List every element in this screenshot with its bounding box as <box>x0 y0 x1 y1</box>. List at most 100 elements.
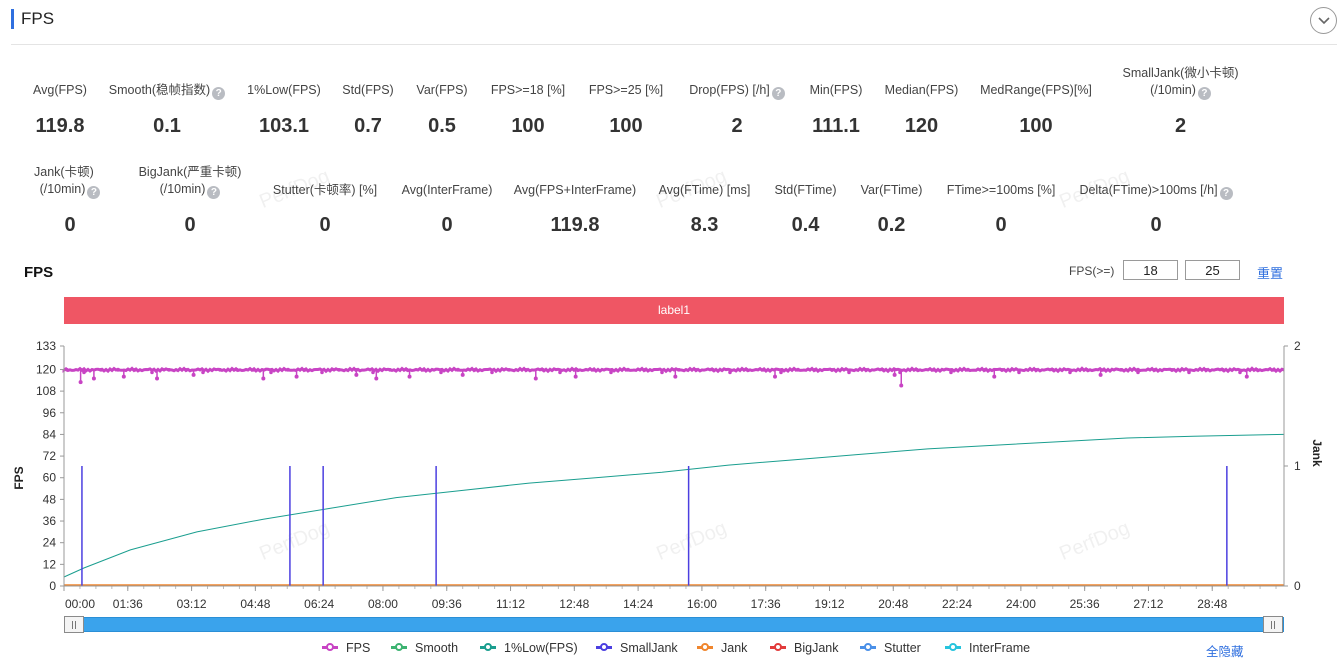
collapse-button[interactable] <box>1310 7 1337 34</box>
metric-label: FPS>=25 [%] <box>588 83 664 97</box>
metric-label: Jank(卡顿) <box>34 165 94 179</box>
slider-handle-left[interactable] <box>64 616 84 633</box>
y-tick-label: 108 <box>36 384 56 398</box>
legend-label: BigJank <box>794 641 839 655</box>
fps-dip-point <box>121 374 126 379</box>
fps-dip-point <box>1244 374 1249 379</box>
y2-tick-label: 0 <box>1294 579 1301 593</box>
metric-avg-interframe: Avg(InterFrame) 0 <box>396 182 498 236</box>
x-tick-label: 20:48 <box>878 597 908 611</box>
metric-value: 119.8 <box>35 115 85 137</box>
metric-value: 0.7 <box>354 115 382 137</box>
metric-label: Var(FTime) <box>860 183 923 197</box>
legend-item-1pct-low[interactable]: 1%Low(FPS) <box>480 641 578 657</box>
metric-value: 0 <box>1150 214 1162 236</box>
label-bar[interactable]: label1 <box>64 297 1284 324</box>
metric-value: 0.4 <box>791 214 820 236</box>
time-range-slider[interactable] <box>64 617 1284 632</box>
y-tick-label: 133 <box>36 339 56 353</box>
y-tick-label: 84 <box>43 427 57 441</box>
fps-point <box>1085 368 1089 372</box>
metric-std-fps: Std(FPS) 0.7 <box>333 82 403 137</box>
metric-value: 100 <box>511 115 545 137</box>
x-tick-label: 00:00 <box>65 597 95 611</box>
fps-point <box>796 368 800 372</box>
metric-value: 2 <box>1174 115 1187 137</box>
x-tick-label: 11:12 <box>496 597 525 611</box>
legend-item-smooth[interactable]: Smooth <box>391 641 458 657</box>
fps-point <box>609 370 613 375</box>
help-icon[interactable]: ? <box>1219 187 1233 200</box>
metric-avg-fps: Avg(FPS) 119.8 <box>20 82 100 137</box>
fps-dip-point <box>673 374 678 379</box>
metric-label-unit: (/10min) <box>159 182 206 196</box>
chevron-down-icon <box>1318 17 1330 25</box>
fps-point <box>167 368 171 372</box>
legend-label: Stutter <box>884 641 921 655</box>
slider-handle-right[interactable] <box>1263 616 1283 633</box>
fps-dip-point <box>899 383 904 388</box>
fps-point <box>541 368 545 372</box>
fps-point <box>456 368 460 372</box>
fps-point <box>184 368 188 372</box>
legend-swatch <box>945 643 961 652</box>
legend-item-jank[interactable]: Jank <box>697 641 747 657</box>
y-tick-label: 48 <box>43 492 57 506</box>
legend-item-stutter[interactable]: Stutter <box>860 641 921 657</box>
metric-smooth: Smooth(稳帧指数)? 0.1 <box>105 82 229 137</box>
help-icon[interactable]: ? <box>1197 87 1211 100</box>
fps-dip-point <box>573 374 578 379</box>
legend-item-big-jank[interactable]: BigJank <box>770 641 838 657</box>
fps-point <box>150 370 154 375</box>
metric-value: 2 <box>731 115 743 137</box>
y-tick-label: 60 <box>43 471 57 485</box>
metric-value: 0 <box>184 214 196 236</box>
legend-item-interframe[interactable]: InterFrame <box>945 641 1030 657</box>
fps-point <box>235 368 239 372</box>
metric-value: 8.3 <box>690 214 719 236</box>
reset-button[interactable]: 重置 <box>1257 266 1284 281</box>
fps-point <box>660 370 664 375</box>
legend-item-fps[interactable]: FPS <box>322 641 370 657</box>
header-accent-bar <box>11 9 14 29</box>
fps-point <box>592 368 596 372</box>
metric-fps-ge-25: FPS>=25 [%] 100 <box>582 82 670 137</box>
fps-dip-point <box>191 372 196 377</box>
legend-swatch <box>480 643 496 652</box>
fps-point <box>1272 368 1276 372</box>
metric-label: SmallJank(微小卡顿) <box>1122 66 1239 80</box>
help-icon[interactable]: ? <box>87 186 101 199</box>
legend-swatch <box>322 643 338 652</box>
watermark: PerfDog <box>1056 517 1133 565</box>
metric-label: 1%Low(FPS) <box>247 83 321 97</box>
watermark: PerfDog <box>256 517 333 565</box>
metric-var-fps: Var(FPS) 0.5 <box>407 82 477 137</box>
help-icon[interactable]: ? <box>771 87 785 100</box>
help-icon[interactable]: ? <box>212 87 226 100</box>
fps-point <box>320 370 324 375</box>
hide-all-button[interactable]: 全隐藏 <box>1206 645 1244 659</box>
fps-threshold-input-2[interactable] <box>1185 260 1240 280</box>
fps-dip-point <box>155 376 160 381</box>
x-tick-label: 27:12 <box>1133 597 1163 611</box>
fps-threshold-input-1[interactable] <box>1123 260 1178 280</box>
legend-label: InterFrame <box>969 641 1031 655</box>
help-icon[interactable]: ? <box>207 186 221 199</box>
fps-point <box>558 370 562 375</box>
metric-small-jank: SmallJank(微小卡顿) (/10min)? 2 <box>1108 65 1253 137</box>
fps-point <box>65 368 69 372</box>
metric-label: Std(FPS) <box>342 83 394 97</box>
fps-dip-point <box>294 374 299 379</box>
fps-point <box>711 368 715 372</box>
x-tick-label: 22:24 <box>942 597 972 611</box>
fps-point <box>99 368 103 372</box>
metric-value: 100 <box>1019 115 1053 137</box>
legend-item-small-jank[interactable]: SmallJank <box>596 641 678 657</box>
fps-threshold-label: FPS(>=) <box>1069 264 1115 278</box>
metric-value: 0.5 <box>428 115 456 137</box>
header-divider <box>11 44 1337 45</box>
metric-value: 120 <box>904 115 939 137</box>
legend-swatch <box>860 643 876 652</box>
x-tick-label: 12:48 <box>559 597 589 611</box>
fps-point <box>252 368 256 372</box>
